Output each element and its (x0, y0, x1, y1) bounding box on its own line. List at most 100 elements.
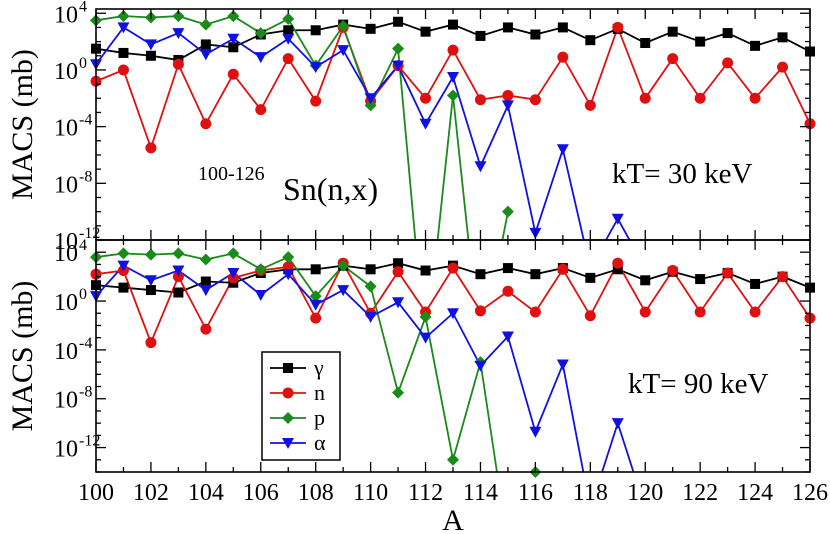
data-point-0-3-9 (337, 45, 350, 57)
data-point-1-1-18 (584, 310, 596, 322)
data-point-1-0-1 (118, 282, 129, 293)
data-point-0-2-4 (199, 18, 212, 31)
data-point-0-0-13 (448, 19, 458, 30)
data-point-0-1-4 (200, 118, 212, 130)
data-point-0-1-22 (694, 92, 706, 104)
data-point-0-3-4 (199, 49, 212, 61)
data-point-1-2-1 (117, 247, 130, 260)
data-point-1-1-8 (310, 312, 322, 324)
data-point-1-3-11 (392, 297, 405, 309)
reaction-label: Sn(n,x) (283, 171, 378, 207)
data-point-1-2-4 (199, 253, 212, 266)
data-point-0-3-10 (364, 93, 377, 105)
data-point-1-3-10 (364, 311, 377, 323)
data-point-0-0-25 (777, 32, 788, 43)
data-point-1-1-16 (529, 306, 541, 318)
data-point-0-1-5 (227, 68, 239, 80)
data-point-0-0-14 (475, 30, 486, 41)
y-tick-exponent: -4 (79, 112, 92, 129)
x-tick-label: 100 (78, 480, 114, 506)
data-point-1-3-4 (199, 285, 212, 297)
data-point-0-3-14 (474, 161, 487, 173)
data-point-0-1-17 (557, 51, 569, 63)
data-point-1-1-19 (612, 257, 624, 269)
y-tick-label: 10 (54, 229, 78, 255)
y-tick-exponent: -4 (79, 335, 92, 352)
data-point-1-2-12 (419, 310, 432, 323)
data-point-1-1-15 (502, 285, 514, 297)
y-tick-label: 10 (54, 290, 78, 316)
y-tick-label: 10 (54, 437, 78, 463)
y-tick-label: 10 (54, 59, 78, 85)
legend-label-0: γ (313, 355, 324, 380)
data-point-0-2-10 (364, 99, 377, 112)
legend-label-2: p (314, 405, 325, 430)
data-point-0-2-3 (172, 10, 185, 23)
y-axis-label-1: MACS (mb) (6, 281, 39, 432)
legend-marker-3 (282, 438, 294, 449)
data-point-0-2-7 (282, 12, 295, 25)
x-tick-label: 108 (298, 480, 334, 506)
data-point-1-1-13 (447, 262, 459, 274)
data-point-1-3-17 (556, 359, 569, 371)
x-tick-label: 122 (682, 480, 718, 506)
data-point-1-2-5 (227, 247, 240, 260)
kt-annotation-0: kT= 30 keV (612, 158, 752, 190)
data-point-0-1-1 (117, 64, 129, 76)
data-point-0-3-17 (556, 144, 569, 156)
data-point-0-1-6 (255, 104, 267, 116)
data-point-1-0-14 (475, 269, 486, 280)
data-point-1-1-23 (722, 267, 734, 279)
data-point-1-2-3 (172, 247, 185, 260)
data-point-0-1-13 (447, 44, 459, 56)
data-point-1-1-2 (145, 337, 157, 349)
data-point-0-0-18 (585, 35, 596, 46)
x-tick-label: 126 (792, 480, 828, 506)
data-point-1-0-24 (750, 278, 761, 289)
x-tick-label: 116 (518, 480, 553, 506)
data-point-0-3-15 (501, 100, 514, 112)
data-point-0-3-6 (254, 52, 267, 64)
data-point-1-2-2 (144, 248, 157, 261)
data-point-0-0-4 (200, 39, 211, 50)
data-point-0-1-25 (777, 61, 789, 73)
data-point-1-3-15 (501, 331, 514, 343)
data-point-1-1-24 (749, 306, 761, 318)
x-tick-label: 112 (408, 480, 443, 506)
data-point-1-2-6 (254, 263, 267, 276)
data-point-1-1-20 (639, 306, 651, 318)
y-tick-exponent: 4 (79, 237, 87, 254)
data-point-0-3-13 (447, 72, 459, 84)
data-point-0-2-1 (117, 10, 130, 23)
data-point-0-1-15 (502, 89, 514, 101)
data-point-0-1-2 (145, 142, 157, 154)
data-point-0-2-5 (227, 10, 240, 23)
data-point-1-3-6 (254, 289, 267, 301)
data-point-1-3-7 (282, 269, 295, 281)
data-point-1-3-16 (529, 426, 542, 438)
data-point-1-0-4 (200, 276, 211, 287)
y-tick-exponent: 0 (79, 286, 87, 303)
data-point-0-3-5 (227, 33, 240, 45)
data-point-1-2-8 (309, 290, 322, 303)
data-point-0-0-1 (118, 47, 129, 58)
data-point-1-2-13 (447, 453, 459, 466)
legend-label-3: α (314, 430, 326, 455)
data-point-1-0-2 (145, 285, 156, 296)
data-point-0-1-14 (474, 94, 486, 106)
data-point-1-0-16 (530, 269, 541, 280)
data-point-1-0-15 (502, 263, 513, 274)
data-point-1-3-13 (447, 308, 459, 320)
x-tick-label: 120 (627, 480, 663, 506)
data-point-1-3-2 (144, 275, 157, 287)
data-point-1-1-25 (777, 271, 789, 283)
data-point-1-0-11 (393, 258, 404, 269)
data-point-0-3-3 (172, 28, 185, 40)
data-point-0-3-7 (282, 33, 295, 45)
y-tick-label: 10 (54, 116, 78, 142)
data-point-1-1-21 (667, 265, 679, 277)
data-point-0-3-11 (392, 60, 405, 72)
data-point-1-1-17 (557, 263, 569, 275)
data-point-1-3-14 (474, 360, 487, 372)
data-point-0-3-8 (309, 62, 322, 74)
